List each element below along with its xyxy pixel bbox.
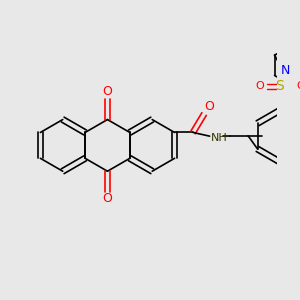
Text: O: O <box>255 81 264 91</box>
Text: NH: NH <box>211 133 227 143</box>
Text: O: O <box>296 81 300 91</box>
Text: O: O <box>103 192 112 206</box>
Text: O: O <box>103 85 112 98</box>
Text: O: O <box>204 100 214 113</box>
Text: S: S <box>276 79 284 93</box>
Text: N: N <box>281 64 290 77</box>
